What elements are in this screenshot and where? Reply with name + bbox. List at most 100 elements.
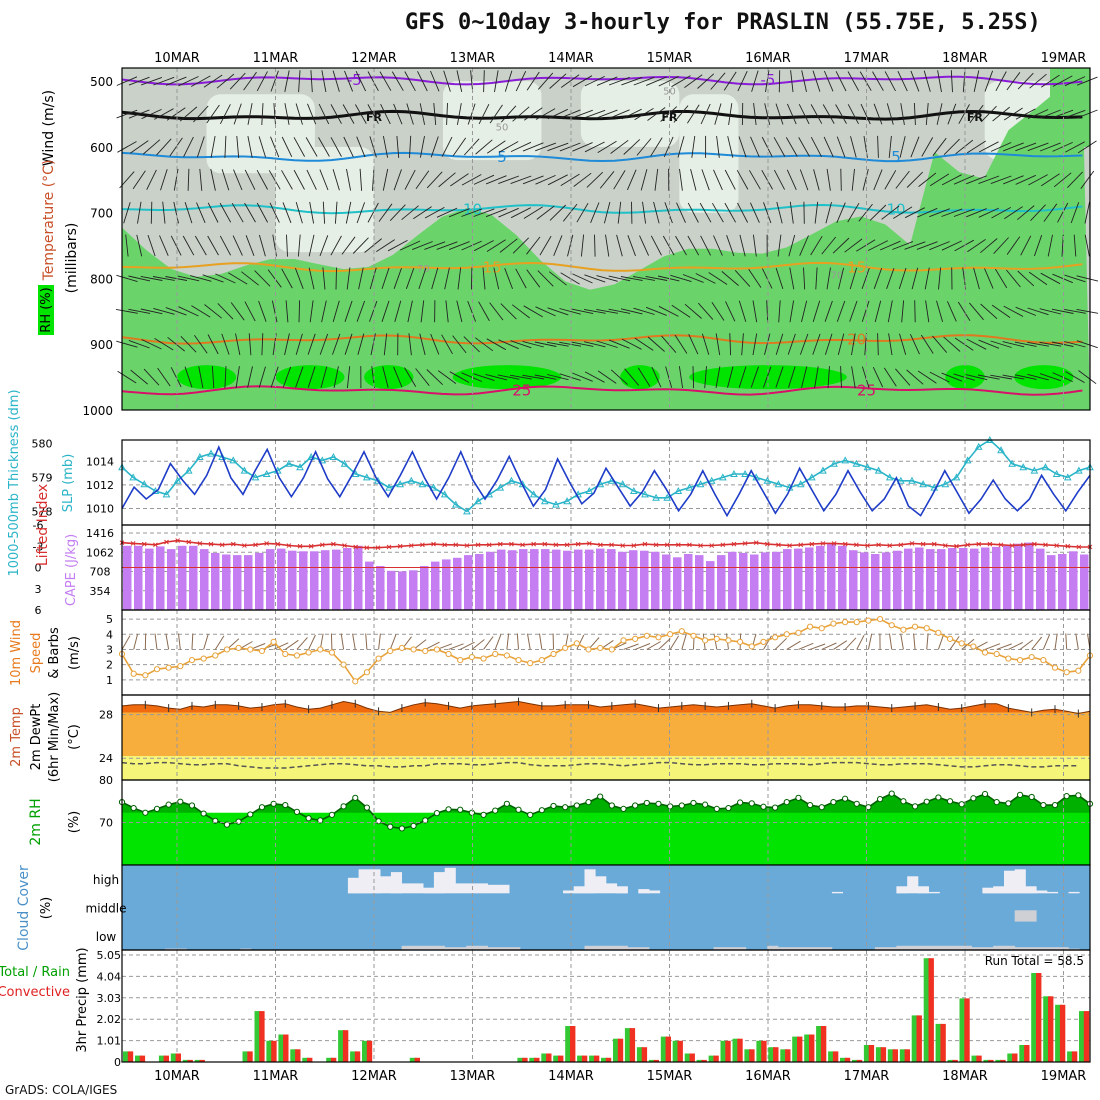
wind-barb (486, 140, 506, 154)
rain-bar (624, 1028, 632, 1062)
cape-bar (244, 555, 253, 610)
cape-bar (574, 549, 583, 610)
wind-barb (810, 104, 823, 124)
wind-barb (1004, 206, 1023, 220)
wind-barb (697, 73, 715, 89)
rain-bar (696, 1059, 704, 1062)
wind-barb (152, 276, 175, 281)
thickness-point (540, 497, 549, 505)
thickness-point (318, 456, 327, 464)
cape-bar (750, 554, 759, 610)
wind-barb (862, 168, 869, 191)
wind-barb (230, 302, 245, 321)
cape-bar (541, 549, 550, 610)
wind-barb (123, 202, 131, 224)
wind-barb (367, 104, 379, 124)
thickness-point (184, 466, 193, 474)
convective-bar (342, 1030, 349, 1062)
wind-barb (849, 267, 858, 290)
cloud-bar-low (788, 947, 800, 950)
wind-barb (620, 308, 643, 315)
wind-barb (170, 235, 182, 256)
wind-barb (748, 269, 762, 288)
wind-barb (869, 204, 887, 221)
wind-barb (380, 104, 391, 125)
cape-bar (519, 549, 528, 610)
cape-bar (255, 552, 264, 610)
wind-barb (678, 366, 684, 389)
wind-barb (559, 109, 581, 119)
wind-barb (1052, 372, 1073, 383)
wind-barb (1027, 307, 1049, 316)
wind-barb (838, 267, 845, 290)
li-point (920, 541, 926, 547)
wind-barb (815, 267, 818, 290)
wind-barb (620, 276, 643, 281)
rh-dry-area (275, 146, 374, 253)
wind-speed-point (900, 626, 907, 633)
li-point (1032, 541, 1037, 547)
wind-barb (924, 267, 930, 290)
wind-speed-point (772, 634, 779, 641)
wind-barb (293, 169, 305, 190)
convective-bar (617, 1038, 624, 1062)
wind-barb (308, 234, 315, 257)
cloud-bar-high (369, 869, 381, 894)
rh2m-point (678, 802, 685, 809)
wind-barb (448, 208, 470, 218)
wind-barb (786, 169, 797, 190)
wind-barb (1039, 109, 1061, 119)
wind-barb (504, 268, 513, 289)
wind-barb (721, 271, 739, 286)
wind-speed-point (398, 644, 406, 652)
cloud-bar-high (606, 883, 618, 894)
wind-speed-point (270, 638, 277, 645)
thickness-point (451, 500, 460, 508)
wind-barb (851, 333, 856, 356)
cape-bar (838, 545, 847, 610)
wind-barb (196, 136, 205, 158)
thickness-point (685, 483, 694, 491)
wind-barb (762, 366, 772, 388)
wind-barb (634, 108, 654, 121)
wind-barb (128, 339, 150, 349)
wind-barb (128, 308, 151, 314)
li-point (787, 543, 792, 548)
thickness-point (952, 473, 961, 481)
wind-barb (616, 234, 623, 257)
wind-barb (810, 235, 823, 256)
wind-speed-point (363, 669, 371, 676)
wind-barb (671, 304, 691, 318)
li-tick-label: 0 (35, 562, 42, 575)
wind-barb (914, 300, 916, 323)
wind-barb (221, 333, 230, 355)
wind-barb (821, 236, 837, 255)
wind-barb (319, 333, 329, 355)
cape-bar (893, 550, 902, 610)
wind-barb (810, 136, 822, 157)
cape-bar (431, 561, 440, 610)
wind-speed-point (1075, 667, 1082, 674)
wind-barb (247, 136, 253, 158)
rain-bar (863, 1045, 871, 1062)
wind-barb (1076, 76, 1098, 86)
convective-bar (330, 1057, 337, 1062)
x-tick-label-top: 12MAR (351, 51, 397, 66)
convective-bar (271, 1040, 277, 1062)
wind-barb (824, 333, 833, 355)
wind-barb (701, 169, 710, 191)
rain-bar (911, 1015, 919, 1062)
wind-barb (378, 203, 393, 222)
convective-bar (928, 958, 934, 1062)
wind-barb (715, 333, 721, 356)
convective-bar (761, 1040, 767, 1062)
wind-barb (596, 340, 618, 348)
x-tick-label-top: 13MAR (450, 51, 496, 66)
wind-barb (799, 235, 809, 256)
wind-barb (449, 371, 470, 383)
wind-barb (382, 366, 389, 388)
wind-barb (847, 71, 860, 92)
wind-barb (633, 276, 655, 281)
wind-speed-point (970, 643, 977, 650)
li-point (809, 541, 815, 547)
